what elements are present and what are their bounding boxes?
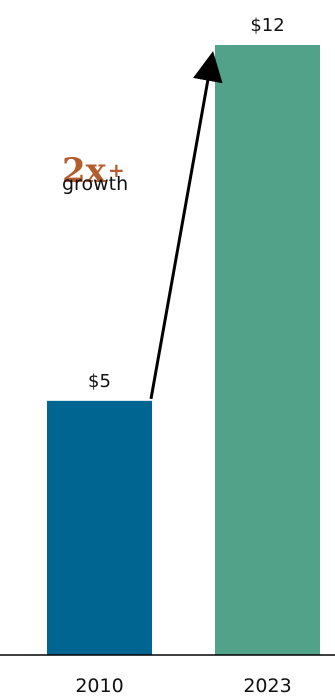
bar-group — [47, 45, 320, 655]
value-label-2010: $5 — [88, 371, 111, 392]
category-label-2023: 2023 — [243, 675, 291, 697]
category-label-group: 2010 2023 — [75, 675, 291, 697]
value-label-2023: $12 — [250, 15, 284, 36]
bar-2010 — [47, 400, 152, 655]
bar-2023 — [215, 45, 320, 655]
growth-annotation-main: 2x + — [62, 151, 125, 191]
value-label-group: $5 $12 — [88, 15, 285, 392]
growth-arrow — [149, 51, 223, 400]
category-label-2010: 2010 — [75, 675, 123, 697]
growth-annotation-sub: growth — [62, 173, 128, 195]
growth-annotation-main-text: 2x — [62, 151, 107, 191]
growth-annotation-plus: + — [108, 158, 125, 182]
